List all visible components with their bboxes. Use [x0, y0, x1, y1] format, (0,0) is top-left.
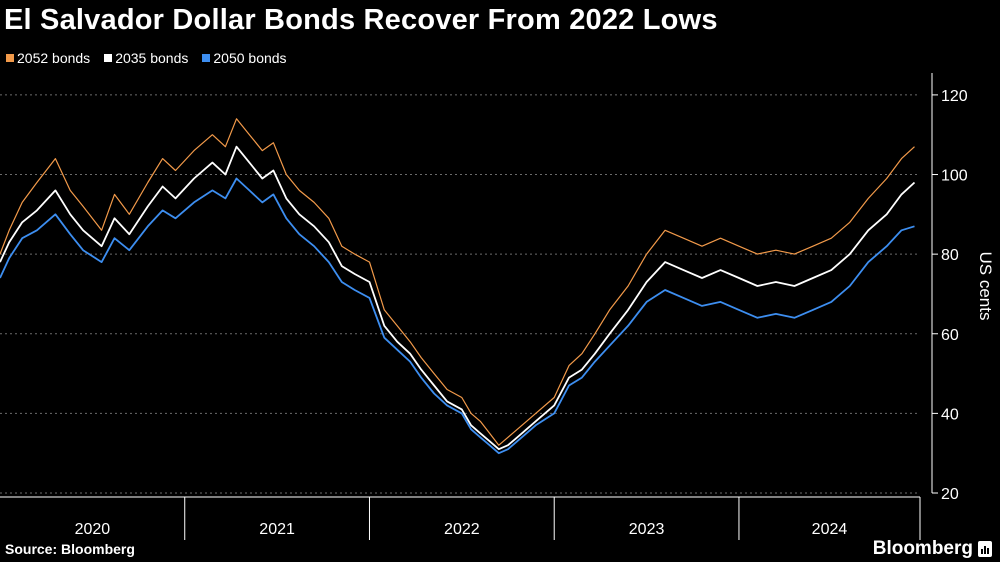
legend: 2052 bonds 2035 bonds 2050 bonds: [6, 50, 287, 66]
y-tick-label-60: 60: [941, 327, 959, 344]
legend-item-2052: 2052 bonds: [6, 50, 90, 66]
brand-name: Bloomberg: [872, 538, 973, 559]
bloomberg-terminal-icon: [978, 541, 992, 557]
y-tick-label-100: 100: [941, 168, 968, 185]
legend-swatch-2035: [104, 54, 113, 62]
y-axis-label: US cents: [976, 251, 995, 321]
series-line-2050-bonds: [0, 177, 915, 455]
legend-swatch-2050: [202, 54, 211, 62]
legend-item-2035: 2035 bonds: [104, 50, 188, 66]
legend-label-2052: 2052 bonds: [17, 50, 91, 66]
x-year-label-2022: 2022: [444, 521, 480, 538]
y-tick-label-120: 120: [941, 88, 968, 105]
brand-logo: Bloomberg: [873, 538, 992, 560]
x-year-label-2020: 2020: [75, 521, 111, 538]
source-note: Source: Bloomberg: [5, 541, 135, 557]
series-line-2052-bonds: [0, 118, 915, 446]
legend-label-2050: 2050 bonds: [213, 50, 287, 66]
series-line-2035-bonds: [0, 145, 916, 451]
x-year-label-2023: 2023: [629, 521, 665, 538]
legend-item-2050: 2050 bonds: [202, 50, 287, 66]
legend-swatch-2052: [6, 54, 14, 62]
x-year-label-2021: 2021: [259, 521, 295, 538]
x-year-label-2024: 2024: [812, 521, 848, 538]
legend-label-2035: 2035 bonds: [115, 50, 189, 66]
y-tick-label-40: 40: [941, 406, 959, 423]
y-tick-label-80: 80: [941, 247, 959, 264]
y-tick-label-20: 20: [941, 486, 959, 503]
chart-title: El Salvador Dollar Bonds Recover From 20…: [4, 4, 718, 36]
